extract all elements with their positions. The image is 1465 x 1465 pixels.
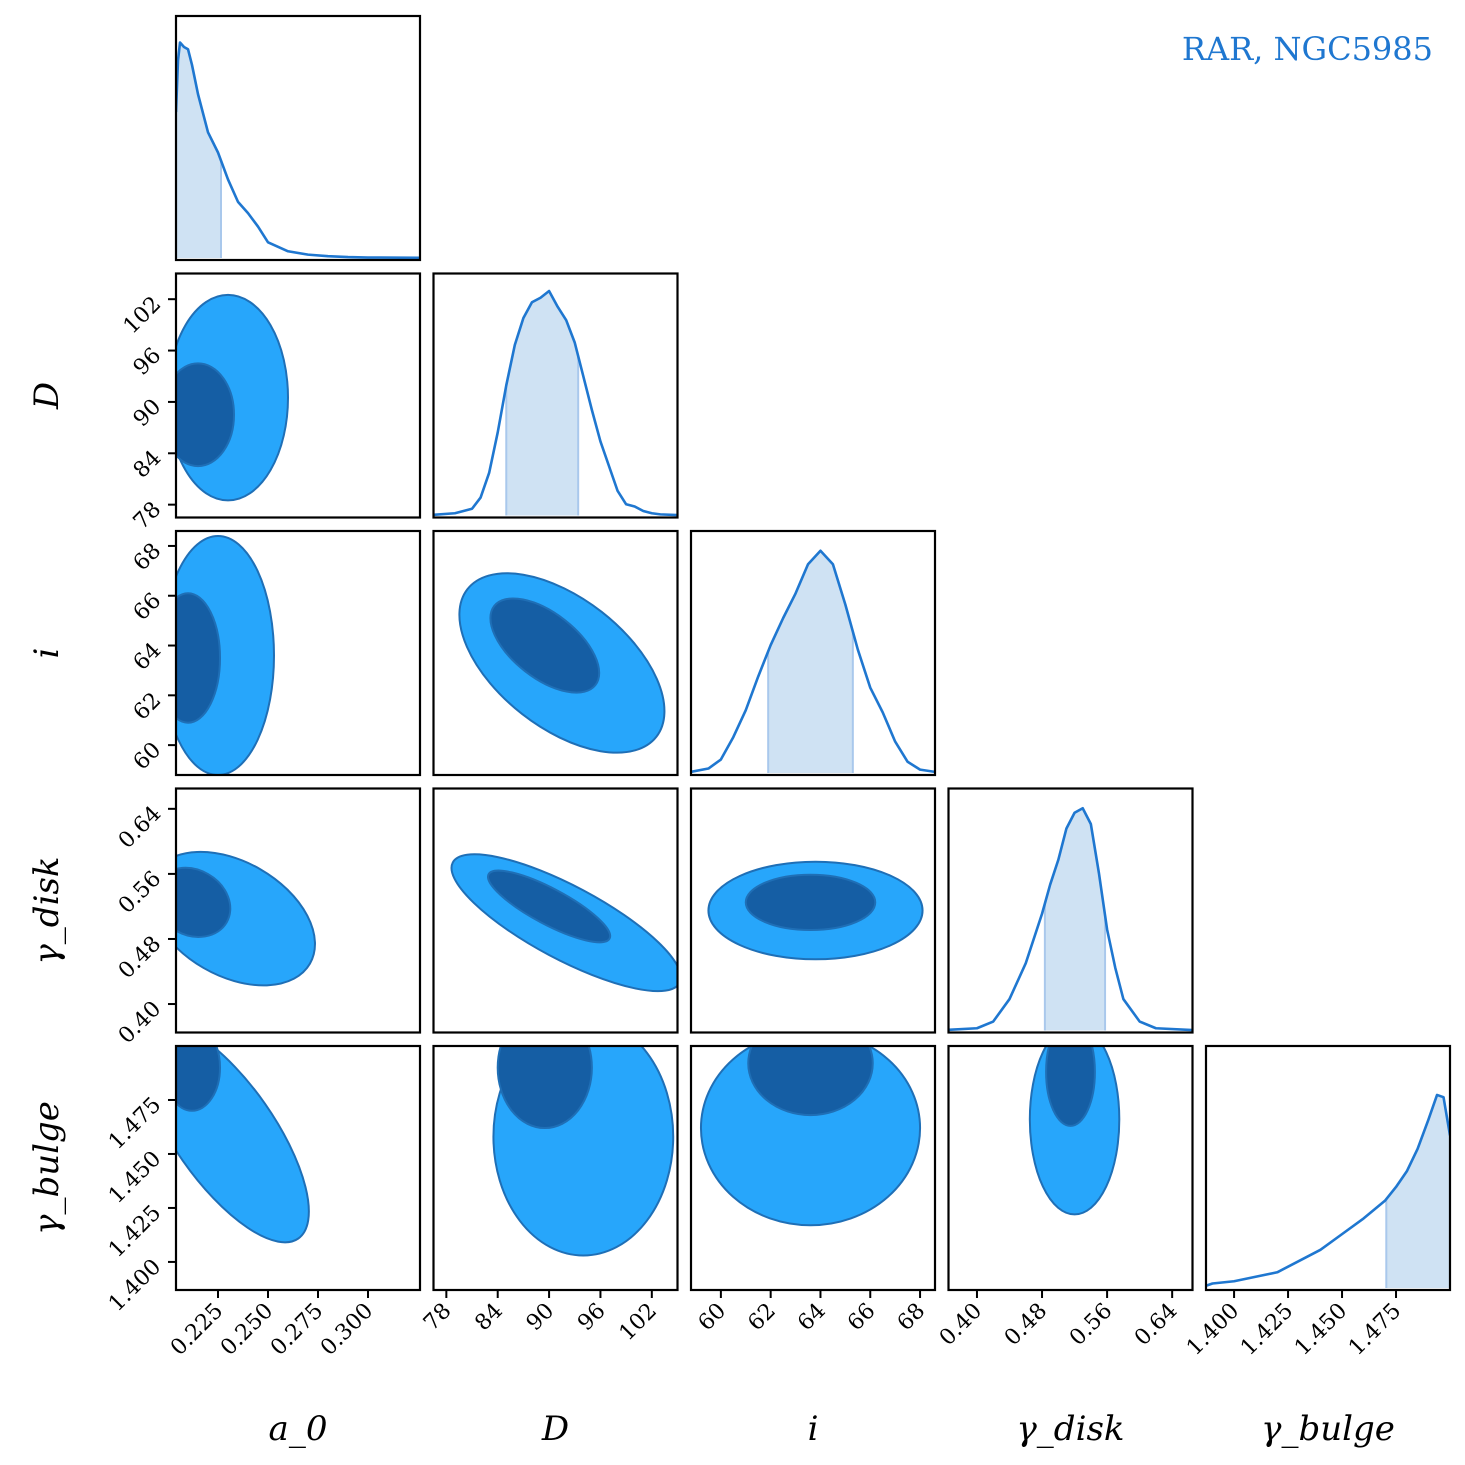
marginal-i [689,529,937,777]
panel-frame [174,272,422,519]
contour-D-i [432,529,679,777]
x-tick-label: 84 [470,1299,507,1336]
panel-frame [174,529,422,777]
density-curve-a0 [176,41,420,260]
y-tick-label: 68 [129,539,166,576]
x-axis-label-gdisk: γ_disk [1016,1409,1124,1449]
x-tick-label: 0.64 [1130,1299,1182,1351]
x-tick-label: 90 [522,1299,559,1336]
panel-frame [689,1044,937,1292]
y-tick-label: 0.40 [114,997,166,1049]
panel-frame [174,787,422,1034]
x-axis-label-D: D [541,1409,569,1449]
y-tick-label: 64 [129,638,166,675]
panel-frame [432,787,679,1034]
x-tick-label: 1.475 [1344,1299,1406,1361]
y-axis-label-D: D [27,382,67,410]
marginal-a0 [174,14,422,262]
x-tick-label: 1.400 [1182,1299,1244,1361]
panel-frame [947,1044,1194,1292]
x-tick-label: 0.275 [266,1299,328,1361]
panel-frame [947,787,1194,1034]
y-tick-label: 96 [129,343,166,380]
contour-a0-D [174,272,422,519]
x-axis-label-a0: a_0 [269,1409,328,1449]
x-tick-label: 96 [573,1299,610,1336]
contour-a0-gbulge [174,1044,422,1292]
credible-band-a0 [176,42,221,258]
x-tick-label: 0.250 [216,1299,278,1361]
contour-a0-i [174,529,422,777]
marginal-D [432,272,679,519]
contour-gdisk-gbulge [947,1044,1194,1292]
y-tick-label: 78 [129,497,166,534]
density-curve-i [691,549,935,774]
y-tick-label: 84 [129,446,166,483]
panel-frame [689,529,937,777]
y-tick-label: 1.400 [104,1254,166,1316]
x-tick-label: 68 [893,1299,930,1336]
y-tick-label: 102 [119,292,166,339]
panel-frame [689,787,937,1034]
y-tick-label: 0.64 [114,801,166,853]
x-tick-label: 60 [694,1299,731,1336]
x-tick-label: 1.450 [1290,1299,1352,1361]
x-axis-label-gbulge: γ_bulge [1261,1409,1395,1449]
x-tick-label: 1.425 [1236,1299,1298,1361]
x-tick-label: 64 [793,1299,830,1336]
x-tick-label: 0.48 [1000,1299,1052,1351]
x-tick-label: 78 [419,1299,456,1336]
x-tick-label: 0.40 [935,1299,987,1351]
contour-D-gbulge [432,1044,679,1292]
contour-i-gbulge [689,1044,937,1292]
panel-frame [174,1044,422,1292]
y-tick-label: 60 [129,738,166,775]
marginal-gbulge [1204,1044,1452,1292]
credible-band-gdisk [1044,808,1106,1031]
y-axis-label-gdisk: γ_disk [27,856,67,964]
credible-band-D [506,291,579,516]
plot-title: RAR, NGC5985 [1182,30,1433,68]
x-tick-label: 0.225 [166,1299,228,1361]
panel-frame [174,14,422,262]
x-tick-label: 102 [615,1299,662,1346]
density-curve-D [433,289,678,517]
x-tick-label: 62 [743,1299,780,1336]
y-tick-label: 66 [129,588,166,625]
credible-band-gbulge [1386,1094,1450,1288]
y-axis-label-gbulge: γ_bulge [27,1101,67,1235]
y-tick-label: 0.48 [114,932,166,984]
y-tick-label: 1.450 [104,1147,166,1209]
density-curve-gdisk [948,806,1193,1032]
contour-D-gdisk [432,787,679,1034]
panel-frame [432,1044,679,1292]
y-tick-label: 0.56 [114,866,166,918]
y-tick-label: 90 [129,394,166,431]
panel-frame [1204,1044,1452,1292]
y-tick-label: 62 [129,688,166,725]
panel-frame [432,272,679,519]
marginal-gdisk [947,787,1194,1034]
y-axis-label-i: i [27,648,67,659]
x-axis-label-i: i [808,1409,819,1449]
contour-i-gdisk [689,787,937,1034]
x-tick-label: 0.56 [1065,1299,1117,1351]
contour-a0-gdisk [174,787,422,1034]
y-tick-label: 1.425 [104,1201,166,1263]
y-tick-label: 1.475 [104,1093,166,1155]
x-tick-label: 0.300 [316,1299,378,1361]
panel-frame [432,529,679,777]
x-tick-label: 66 [843,1299,880,1336]
density-curve-gbulge [1206,1093,1450,1287]
